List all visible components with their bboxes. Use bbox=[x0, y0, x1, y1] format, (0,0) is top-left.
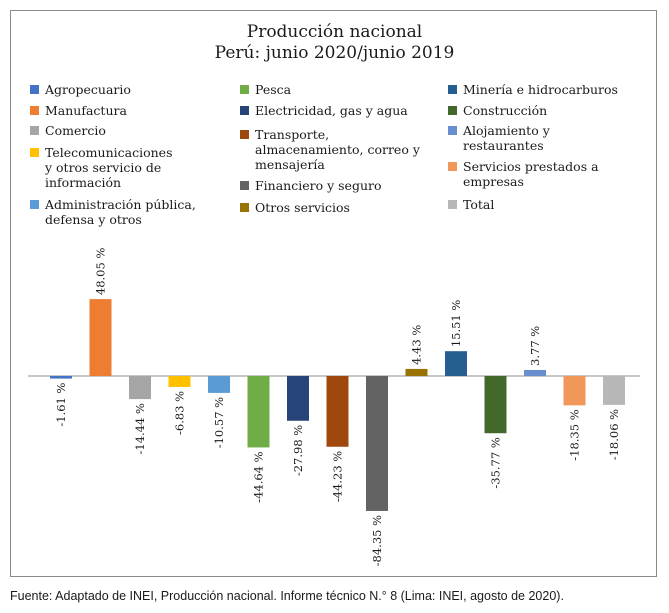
data-label: -27.98 % bbox=[291, 425, 305, 476]
legend-swatch bbox=[30, 85, 39, 94]
data-label: 15.51 % bbox=[449, 300, 463, 348]
legend-label: Alojamiento y restaurantes bbox=[463, 123, 550, 153]
legend-swatch bbox=[448, 85, 457, 94]
legend-label: Agropecuario bbox=[45, 82, 131, 97]
legend-item: Financiero y seguro bbox=[240, 178, 382, 193]
bar bbox=[89, 299, 112, 376]
legend-swatch bbox=[30, 200, 39, 209]
legend-label: Financiero y seguro bbox=[255, 178, 382, 193]
legend-swatch bbox=[448, 200, 457, 209]
bar bbox=[208, 376, 230, 393]
chart-subtitle: Perú: junio 2020/junio 2019 bbox=[214, 43, 455, 63]
bar bbox=[366, 376, 388, 511]
bar bbox=[563, 376, 586, 406]
data-label: -1.61 % bbox=[54, 383, 68, 427]
legend-swatch bbox=[448, 162, 457, 171]
legend-label: Pesca bbox=[255, 82, 292, 97]
data-label: -18.06 % bbox=[607, 409, 621, 460]
legend-label: Total bbox=[463, 197, 495, 212]
legend-item: Agropecuario bbox=[30, 82, 131, 97]
data-label: -84.35 % bbox=[370, 515, 384, 566]
legend-swatch bbox=[448, 126, 457, 135]
data-label: -6.83 % bbox=[173, 391, 187, 435]
legend-swatch bbox=[240, 181, 249, 190]
data-label: -14.44 % bbox=[133, 403, 147, 454]
legend-swatch bbox=[30, 126, 39, 135]
legend-label: Construcción bbox=[463, 103, 548, 118]
legend-item: Alojamiento y restaurantes bbox=[448, 123, 550, 153]
legend-label: Minería e hidrocarburos bbox=[463, 82, 618, 97]
legend-label: Electricidad, gas y agua bbox=[255, 103, 408, 118]
data-label: -18.35 % bbox=[568, 409, 582, 460]
data-label: -44.64 % bbox=[252, 451, 266, 502]
bar bbox=[287, 376, 309, 421]
chart-frame bbox=[10, 10, 657, 577]
data-label: -10.57 % bbox=[212, 397, 226, 448]
source-note: Fuente: Adaptado de INEI, Producción nac… bbox=[10, 589, 564, 603]
legend-item: Administración pública, defensa y otros bbox=[30, 197, 196, 227]
legend-item: Telecomunicaciones y otros servicio de i… bbox=[30, 145, 172, 190]
bar bbox=[129, 376, 151, 400]
bar bbox=[524, 369, 546, 376]
data-label: 4.43 % bbox=[410, 325, 424, 365]
legend-swatch bbox=[30, 148, 39, 157]
chart-title: Producción nacional bbox=[246, 22, 423, 42]
legend-swatch bbox=[240, 106, 249, 115]
legend-label: Comercio bbox=[45, 123, 106, 138]
legend-swatch bbox=[240, 203, 249, 212]
bar bbox=[603, 376, 625, 405]
legend-item: Manufactura bbox=[30, 103, 127, 118]
legend-label: Administración pública, defensa y otros bbox=[45, 197, 196, 227]
legend-swatch bbox=[240, 85, 249, 94]
legend-item: Servicios prestados a empresas bbox=[448, 159, 599, 189]
legend-label: Manufactura bbox=[45, 103, 127, 118]
bar-chart: -1.61 % 48.05 % -14.44 % -6.83 % -10.57 % -44… bbox=[28, 248, 640, 566]
bar bbox=[50, 376, 72, 379]
legend-label: Telecomunicaciones y otros servicio de i… bbox=[45, 145, 173, 190]
bar bbox=[168, 376, 191, 387]
data-label: -44.23 % bbox=[331, 451, 345, 502]
legend-item: Otros servicios bbox=[240, 200, 350, 215]
bar bbox=[326, 376, 349, 447]
bar bbox=[247, 376, 270, 448]
data-label: 3.77 % bbox=[528, 326, 542, 366]
legend-item: Construcción bbox=[448, 103, 547, 118]
legend-item: Pesca bbox=[240, 82, 291, 97]
bar bbox=[445, 351, 467, 376]
legend-label: Transporte, almacenamiento, correo y men… bbox=[255, 127, 420, 172]
bar bbox=[405, 368, 428, 376]
legend-item: Comercio bbox=[30, 123, 106, 138]
legend-item: Transporte, almacenamiento, correo y men… bbox=[240, 127, 420, 172]
legend-item: Total bbox=[448, 197, 494, 212]
legend-swatch bbox=[30, 106, 39, 115]
legend-label: Otros servicios bbox=[255, 200, 350, 215]
legend-item: Minería e hidrocarburos bbox=[448, 82, 618, 97]
data-label: 48.05 % bbox=[94, 248, 108, 296]
data-label: -35.77 % bbox=[489, 437, 503, 488]
legend-swatch bbox=[240, 130, 249, 139]
legend-item: Electricidad, gas y agua bbox=[240, 103, 408, 118]
bar bbox=[484, 376, 507, 434]
legend-swatch bbox=[448, 106, 457, 115]
legend-label: Servicios prestados a empresas bbox=[463, 159, 599, 189]
